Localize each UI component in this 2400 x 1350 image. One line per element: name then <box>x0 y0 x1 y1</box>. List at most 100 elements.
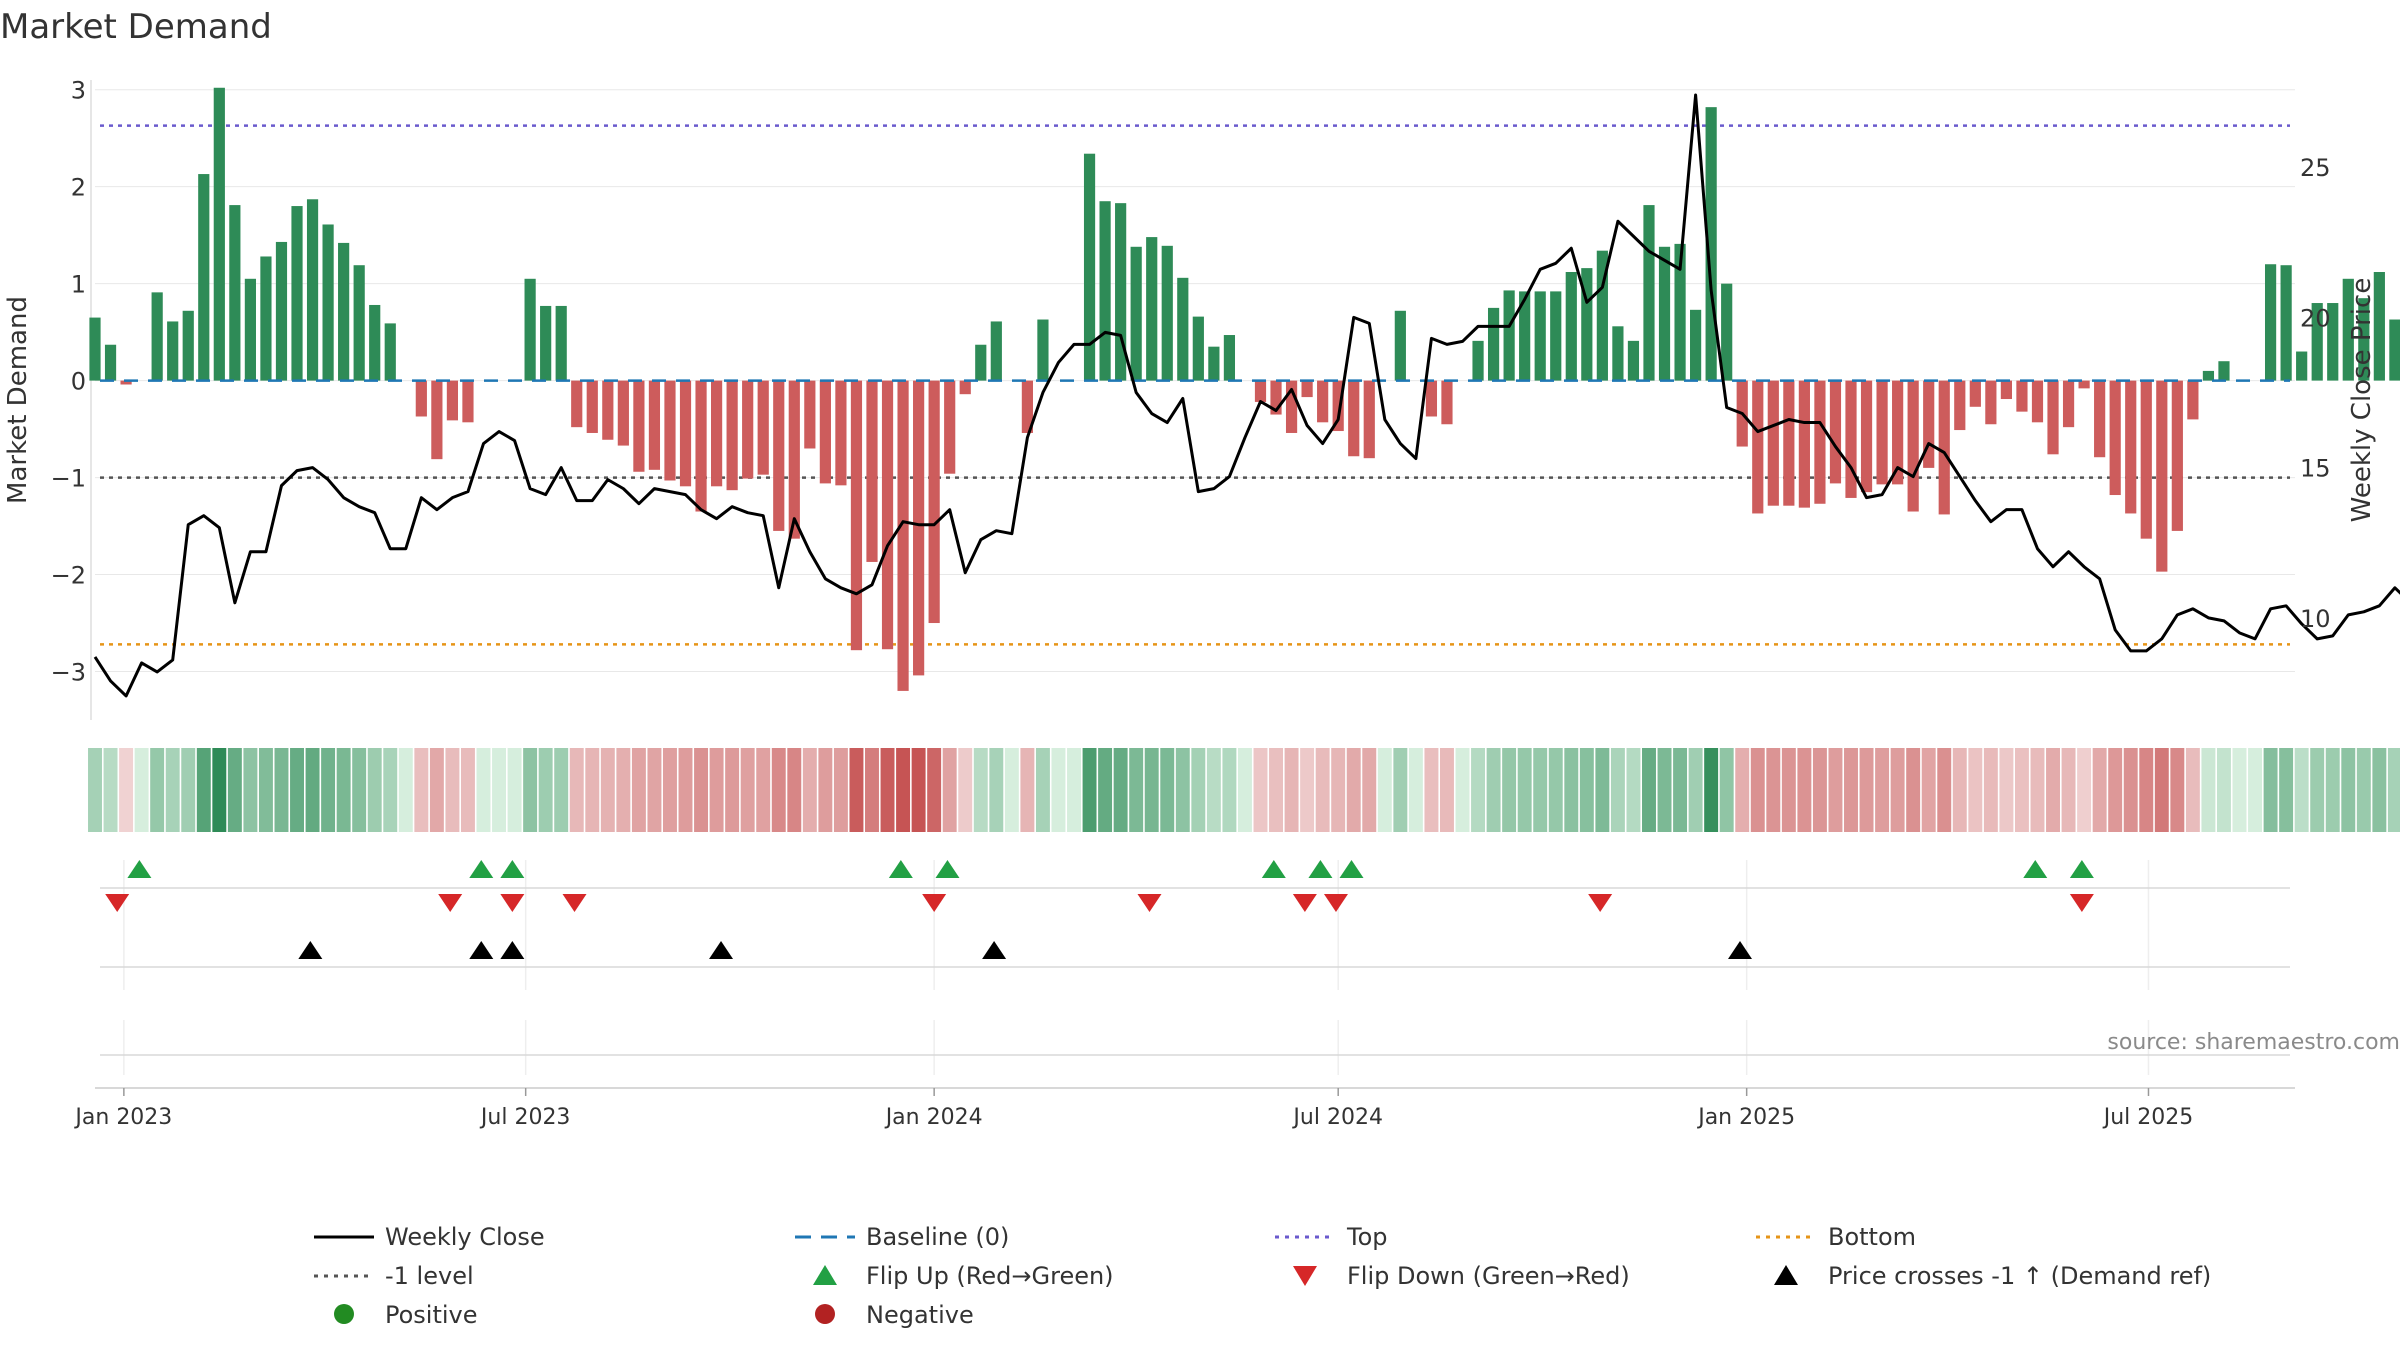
demand-bar <box>1270 380 1282 415</box>
legend-item-positive: Positive <box>334 1301 478 1329</box>
heat-cell <box>274 748 289 832</box>
heat-cell <box>2356 748 2371 832</box>
demand-bar <box>2140 380 2152 539</box>
demand-bar <box>1985 380 1997 425</box>
demand-bar <box>1705 107 1717 381</box>
demand-bar <box>757 380 769 475</box>
demand-bar <box>1581 268 1593 381</box>
demand-bar <box>1130 246 1142 381</box>
y-ticks: 3 2 1 0 −1 −2 −3 <box>51 77 86 687</box>
demand-bar <box>1798 380 1810 508</box>
y2-tick-label: 15 <box>2300 455 2331 483</box>
heat-cell <box>740 748 755 832</box>
demand-bar <box>1487 307 1500 381</box>
y2-ticks: 25 20 15 10 <box>2300 154 2331 633</box>
heat-cell <box>709 748 724 832</box>
heat-cell <box>492 748 507 832</box>
heat-cell <box>2030 748 2045 832</box>
demand-bar <box>617 380 629 446</box>
price-cross-marker-icon <box>709 941 734 959</box>
heat-cell <box>1346 748 1361 832</box>
demand-bar <box>2031 380 2044 423</box>
heat-cell <box>1191 748 1206 832</box>
demand-bar <box>353 265 365 381</box>
legend-item-flip-up: Flip Up (Red→Green) <box>813 1262 1114 1290</box>
flip-down-marker-icon <box>438 894 463 912</box>
legend-label-weekly-close: Weekly Close <box>385 1223 545 1251</box>
demand-bar <box>1783 380 1795 506</box>
heat-cell <box>1657 748 1672 832</box>
heat-cell <box>1797 748 1812 832</box>
heat-cell <box>2387 748 2400 832</box>
heat-cell <box>2077 748 2092 832</box>
demand-bar <box>1954 380 1966 431</box>
heat-cell <box>2325 748 2340 832</box>
heat-cell <box>880 748 895 832</box>
heat-cell <box>1750 748 1765 832</box>
heat-cell <box>1533 748 1548 832</box>
flip-up-marker-icon <box>2069 860 2094 878</box>
demand-bar <box>1161 245 1173 381</box>
flip-up-marker-icon <box>1339 860 1364 878</box>
heat-cell <box>1719 748 1734 832</box>
demand-bar <box>850 380 863 651</box>
demand-bar <box>1301 380 1313 398</box>
heat-cell <box>1035 748 1050 832</box>
heat-cell <box>911 748 926 832</box>
heat-cell <box>1890 748 1905 832</box>
y-tick-label: 2 <box>71 174 86 202</box>
heat-cell <box>1440 748 1454 832</box>
demand-bar <box>2327 303 2339 381</box>
heat-cell <box>1579 748 1594 832</box>
y-tick-label: 3 <box>71 77 86 105</box>
heat-cell <box>1859 748 1874 832</box>
heat-cell <box>2310 748 2325 832</box>
legend-label-negative: Negative <box>866 1301 974 1329</box>
heat-cell <box>2170 748 2185 832</box>
heat-cell <box>2092 748 2107 832</box>
demand-bar <box>1752 380 1764 514</box>
demand-bar <box>1892 380 1904 485</box>
demand-bar <box>1674 243 1686 381</box>
heat-cell <box>1610 748 1625 832</box>
demand-bar <box>2280 265 2292 381</box>
demand-bar <box>866 380 878 562</box>
demand-bar <box>1037 319 1049 381</box>
flip-up-marker-icon <box>888 860 913 878</box>
demand-bar <box>1208 346 1220 381</box>
demand-bar <box>1721 283 1733 381</box>
heat-cell <box>243 748 258 832</box>
demand-bar <box>275 241 288 381</box>
heat-cell <box>1020 748 1035 832</box>
heat-cell <box>1113 748 1128 832</box>
demand-bar <box>2389 319 2400 381</box>
axes: Market Demand Weekly Close Price <box>3 278 2377 523</box>
heat-cell <box>181 748 196 832</box>
demand-bar <box>322 224 334 381</box>
demand-bar <box>1907 380 1919 512</box>
demand-bar <box>151 292 163 381</box>
demand-bar <box>1254 380 1267 402</box>
heat-cell <box>507 748 522 832</box>
demand-bar <box>788 380 800 539</box>
heat-cell <box>1160 748 1175 832</box>
heat-cell <box>1517 748 1532 832</box>
y-tick-label: −2 <box>51 562 86 590</box>
heat-cell <box>818 748 833 832</box>
demand-bar <box>1115 203 1127 381</box>
price-cross-marker-icon <box>1728 941 1753 959</box>
heat-cell <box>1844 748 1858 832</box>
demand-bar <box>291 206 303 381</box>
x-tick-label: Jan 2025 <box>1696 1105 1795 1130</box>
legend-label-positive: Positive <box>385 1301 478 1329</box>
demand-bar <box>198 174 210 381</box>
y-tick-label: 0 <box>71 368 86 396</box>
demand-bar <box>1534 291 1546 381</box>
demand-bar <box>2358 298 2370 381</box>
demand-bar <box>664 380 676 481</box>
demand-bar <box>260 256 272 381</box>
demand-bar <box>1845 380 1857 498</box>
flip-down-marker-icon <box>1292 894 1317 912</box>
flip-down-marker-icon <box>1137 894 1162 912</box>
legend-label-top: Top <box>1346 1223 1388 1251</box>
